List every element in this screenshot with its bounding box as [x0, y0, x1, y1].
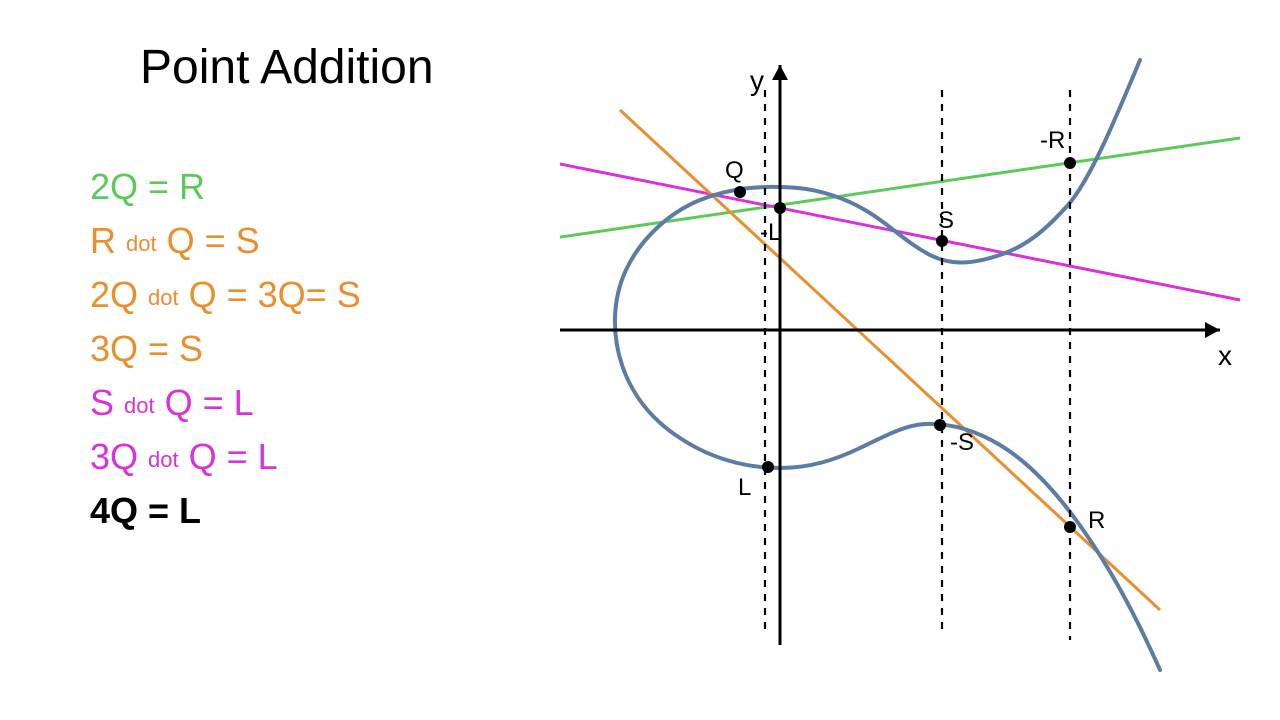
equation-line: 3Q dot Q = L [90, 430, 361, 484]
point-Q [734, 186, 746, 198]
point-label: -S [950, 429, 974, 456]
x-axis-label: x [1218, 340, 1232, 371]
point-negL [774, 202, 786, 214]
secant-line-orange [620, 110, 1160, 610]
point-label: S [938, 207, 954, 234]
equation-list: 2Q = RR dot Q = S2Q dot Q = 3Q= S3Q = SS… [90, 160, 361, 538]
point-label: -L [760, 219, 781, 246]
point-negS [934, 419, 946, 431]
point-R [1064, 521, 1076, 533]
y-axis-arrow [772, 65, 788, 80]
y-axis-label: y [750, 65, 764, 96]
point-S [936, 235, 948, 247]
x-axis-arrow [1205, 322, 1220, 338]
elliptic-curve [615, 60, 1160, 670]
secant-line-magenta [560, 160, 1240, 300]
point-label: -R [1040, 127, 1065, 154]
equation-line: R dot Q = S [90, 214, 361, 268]
point-label: Q [725, 157, 744, 184]
point-addition-diagram: x y Q -L S -R -S L R [560, 30, 1260, 690]
point-negR [1064, 157, 1076, 169]
equation-line: 2Q = R [90, 160, 361, 214]
equation-line: S dot Q = L [90, 376, 361, 430]
equation-line: 4Q = L [90, 484, 361, 538]
slide-container: Point Addition 2Q = RR dot Q = S2Q dot Q… [0, 0, 1280, 720]
page-title: Point Addition [140, 40, 434, 95]
point-label: L [738, 474, 751, 501]
equation-line: 3Q = S [90, 322, 361, 376]
point-L [762, 461, 774, 473]
equation-line: 2Q dot Q = 3Q= S [90, 268, 361, 322]
point-label: R [1088, 507, 1105, 534]
